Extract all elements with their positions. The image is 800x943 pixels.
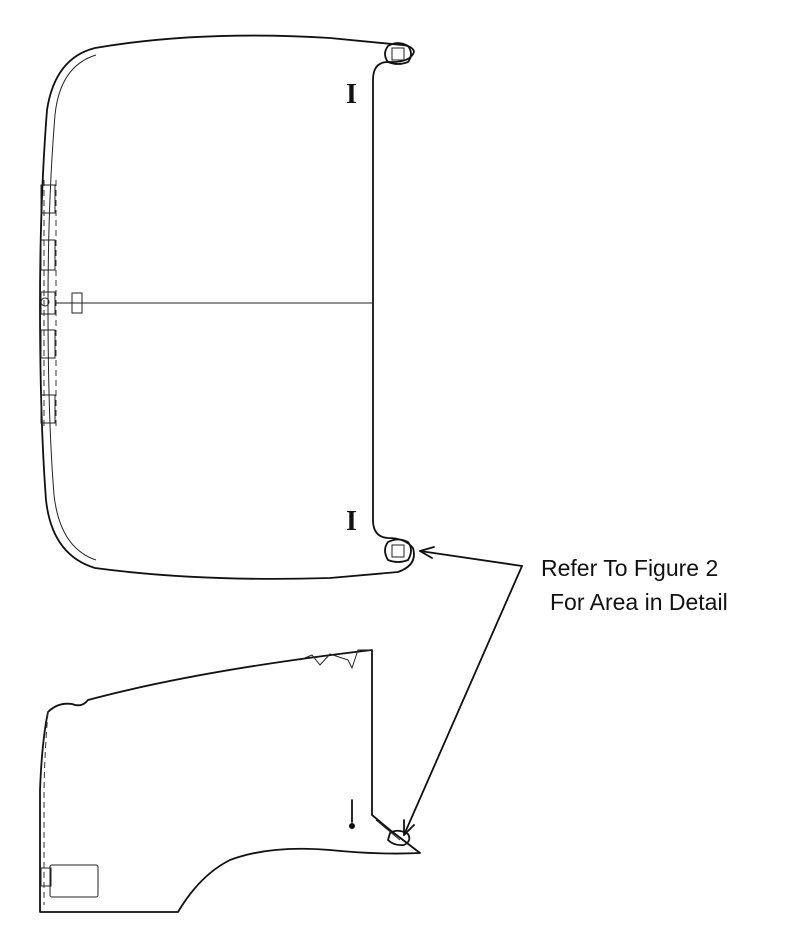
leader-line-top [419,550,523,567]
top-hinge [384,42,412,65]
center-latch [71,292,83,314]
callout-line-2: For Area in Detail [550,589,728,615]
side-hinge [375,819,411,847]
section-mark-bottom: I [346,506,357,537]
flange-brackets [40,184,56,424]
top-view-outline [39,34,415,580]
leader-line-bottom [403,565,523,836]
side-view-panel [39,649,421,913]
side-inner-edge [43,711,49,905]
arrowhead-bottom [403,819,415,836]
side-bracket [40,867,52,887]
arrowhead-top [419,546,435,559]
callout-line-1: Refer To Figure 2 [541,555,718,581]
left-flange-detail [43,180,57,430]
pin-icon [349,799,355,829]
callout: Refer To Figure 2 For Area in Detail [403,546,728,836]
section-mark-top: I [346,79,357,110]
top-view-panel: I I [39,34,415,580]
bottom-hinge [384,538,412,563]
side-view-outline [39,649,421,913]
side-lower-box [49,864,99,898]
side-upper-contour [299,649,372,670]
